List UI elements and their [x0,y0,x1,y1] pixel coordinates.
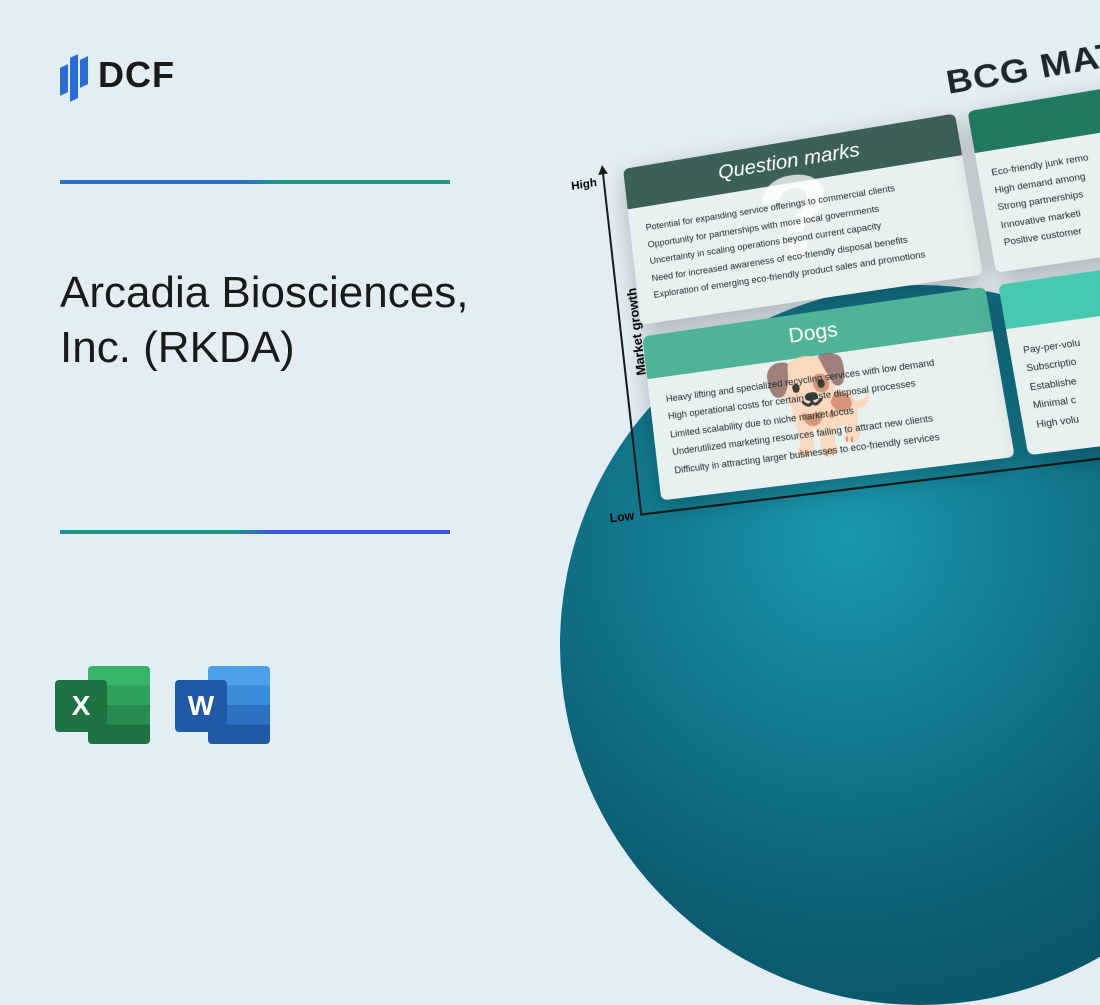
bcg-matrix: BCG MATRIX Market growth High Low Market… [561,18,1100,508]
divider-top [60,180,450,184]
quadrant-stars: Eco-friendly junk remo High demand among… [967,73,1100,272]
excel-icon: X [55,660,150,750]
divider-bottom [60,530,450,534]
quadrant-cash-cows: Pay-per-volu Subscriptio Establishe Mini… [998,250,1100,455]
y-axis-high: High [571,176,598,193]
word-icon: W [175,660,270,750]
brand-logo: DCF [60,50,175,100]
y-axis-low: Low [609,509,635,527]
logo-text: DCF [98,54,175,96]
logo-bars-icon [60,50,88,100]
file-type-icons: X W [55,660,270,750]
page-title: Arcadia Biosciences, Inc. (RKDA) [60,265,480,375]
